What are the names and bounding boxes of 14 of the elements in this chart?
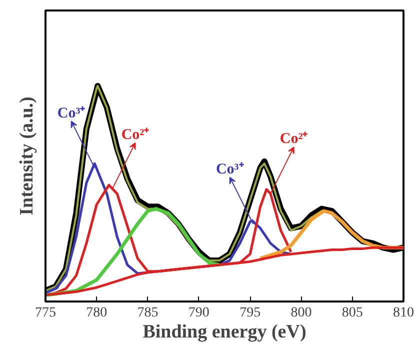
annotation: Co²⁺ [121, 126, 150, 143]
annotation: Co³⁺ [216, 161, 244, 178]
x-tick-label: 790 [188, 306, 210, 320]
x-tick-label: 780 [86, 306, 108, 320]
annotation: Co³⁺ [57, 105, 86, 122]
x-tick-label: 775 [35, 306, 56, 320]
x-tick-label: 805 [342, 306, 363, 320]
x-tick-label: 800 [290, 306, 312, 320]
x-tick-label: 810 [393, 306, 414, 320]
annotation: Co²⁺ [280, 131, 308, 148]
x-axis-title: Binding energy (eV) [142, 322, 306, 342]
y-axis-title: Intensity (a.u.) [16, 96, 38, 216]
x-tick-label: 795 [240, 306, 261, 320]
x-tick-label: 785 [137, 306, 158, 320]
